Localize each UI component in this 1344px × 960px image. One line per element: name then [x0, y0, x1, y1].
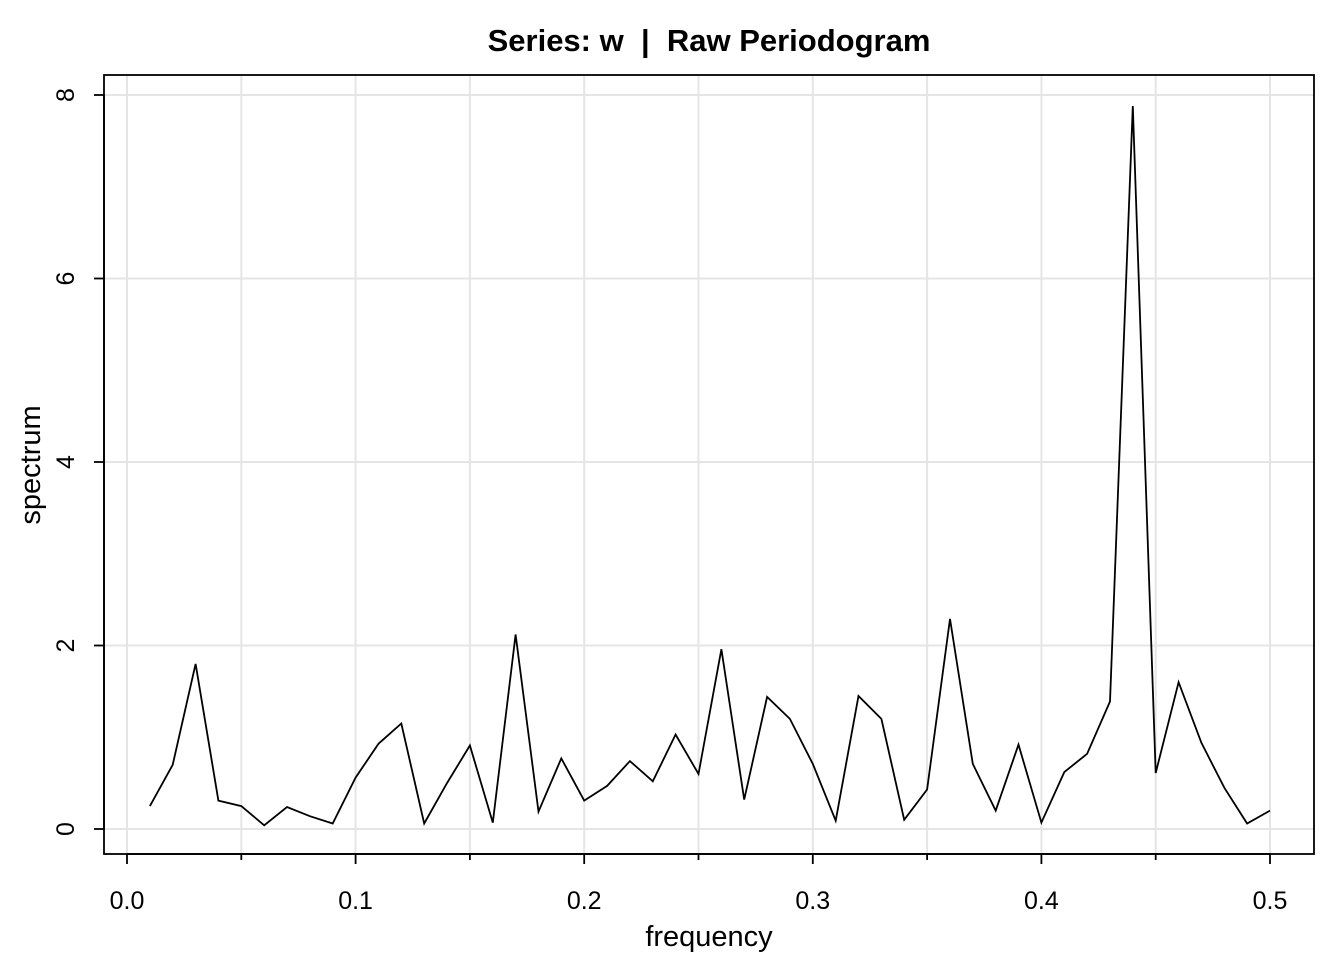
chart-title: Series: w | Raw Periodogram — [488, 23, 931, 58]
x-tick-label: 0.1 — [338, 887, 373, 915]
spectrum-series-line — [149, 105, 1271, 827]
x-tick-label: 0.3 — [795, 887, 830, 915]
y-tick-label: 6 — [52, 272, 80, 286]
x-tick-label: 0.2 — [567, 887, 602, 915]
x-tick-label: 0.4 — [1024, 887, 1059, 915]
y-axis: 0 2 4 6 8 — [52, 88, 105, 836]
y-tick-label: 2 — [52, 639, 80, 653]
y-tick-label: 0 — [52, 822, 80, 836]
y-axis-label: spectrum — [15, 405, 47, 524]
plot-frame — [103, 74, 1315, 855]
x-axis: 0.0 0.1 0.2 0.3 0.4 0.5 — [110, 853, 1288, 915]
x-axis-label: frequency — [645, 921, 773, 953]
y-tick-label: 4 — [52, 455, 80, 469]
x-tick-label: 0.0 — [110, 887, 145, 915]
y-tick-label: 8 — [52, 88, 80, 102]
x-tick-label: 0.5 — [1253, 887, 1288, 915]
grid — [104, 75, 1314, 854]
